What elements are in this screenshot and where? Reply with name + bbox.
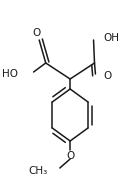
Text: O: O [32, 28, 41, 38]
Text: OH: OH [104, 33, 120, 43]
Text: O: O [103, 71, 111, 81]
Text: HO: HO [2, 69, 18, 79]
Text: CH₃: CH₃ [28, 166, 48, 176]
Text: O: O [66, 151, 74, 161]
